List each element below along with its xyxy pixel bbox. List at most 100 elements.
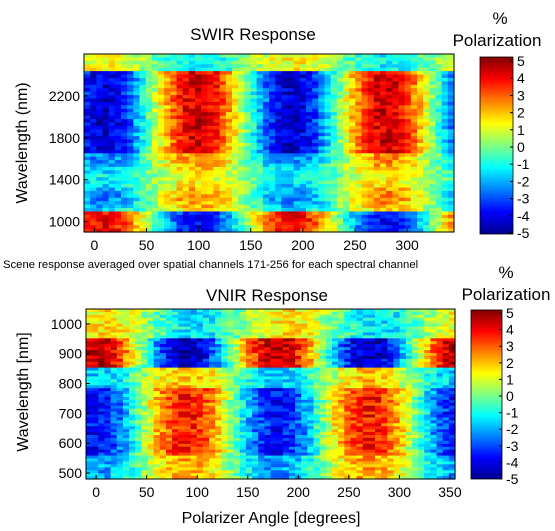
heatmap-cell (133, 119, 141, 124)
heatmap-cell (90, 129, 97, 134)
heatmap-cell (116, 376, 124, 380)
heatmap-cell (215, 394, 222, 398)
heatmap-cell (92, 323, 99, 328)
heatmap-cell (233, 402, 241, 407)
heatmap-cell (86, 402, 93, 407)
heatmap-cell (423, 208, 430, 213)
heatmap-cell (312, 57, 319, 62)
heatmap-cell (121, 146, 128, 151)
heatmap-cell (367, 173, 375, 178)
heatmap-cell (86, 464, 93, 468)
heatmap-cell (215, 350, 222, 354)
heatmap-cell (96, 71, 104, 76)
heatmap-cell (170, 98, 178, 103)
heatmap-cell (151, 60, 159, 65)
heatmap-cell (172, 402, 179, 407)
heatmap-cell (238, 54, 245, 59)
heatmap-cell (116, 309, 124, 313)
heatmap-cell (233, 379, 241, 383)
heatmap-cell (207, 214, 215, 219)
heatmap-cell (429, 146, 437, 151)
heatmap-cell (232, 139, 239, 144)
heatmap-cell (367, 170, 375, 175)
heatmap-cell (129, 320, 136, 325)
heatmap-cell (92, 311, 99, 316)
heatmap-cell (96, 77, 104, 82)
heatmap-cell (213, 177, 221, 182)
heatmap-cell (195, 197, 202, 202)
heatmap-cell (386, 187, 393, 192)
heatmap-cell (373, 108, 381, 113)
heatmap-cell (380, 67, 387, 72)
heatmap-cell (281, 208, 289, 213)
heatmap-cell (129, 323, 136, 328)
heatmap-cell (227, 317, 235, 322)
heatmap-cell (256, 95, 264, 100)
heatmap-cell (429, 139, 437, 144)
heatmap-cell (336, 74, 344, 79)
heatmap-cell (404, 91, 412, 96)
heatmap-cell (98, 373, 106, 378)
heatmap-cell (116, 449, 124, 454)
heatmap-cell (306, 81, 313, 86)
heatmap-cell (233, 335, 241, 339)
heatmap-cell (221, 461, 229, 465)
heatmap-cell (116, 350, 124, 354)
heatmap-cell (190, 309, 198, 313)
heatmap-cell (435, 71, 443, 76)
heatmap-cell (114, 173, 122, 178)
heatmap-cell (158, 214, 165, 219)
heatmap-cell (355, 204, 363, 209)
heatmap-cell (324, 119, 332, 124)
heatmap-cell (447, 77, 455, 82)
heatmap-cell (159, 332, 167, 336)
heatmap-cell (293, 112, 301, 117)
heatmap-cell (170, 125, 178, 130)
heatmap-cell (139, 177, 147, 182)
heatmap-cell (349, 60, 356, 65)
heatmap-cell (96, 163, 104, 168)
heatmap-cell (256, 129, 264, 134)
heatmap-cell (121, 108, 128, 113)
heatmap-cell (153, 352, 161, 357)
heatmap-cell (361, 153, 369, 158)
heatmap-cell (159, 373, 167, 378)
heatmap-cell (435, 84, 443, 89)
heatmap-cell (392, 136, 400, 141)
heatmap-cell (129, 350, 136, 354)
heatmap-cell (116, 470, 124, 474)
heatmap-cell (245, 402, 253, 407)
heatmap-cell (195, 153, 202, 158)
heatmap-cell (343, 77, 350, 82)
heatmap-cell (207, 112, 215, 117)
heatmap-cell (299, 197, 307, 202)
heatmap-cell (184, 332, 192, 336)
heatmap-cell (86, 335, 93, 339)
heatmap-cell (312, 194, 319, 199)
heatmap-cell (312, 101, 319, 106)
heatmap-cell (202, 455, 210, 460)
heatmap-cell (373, 74, 381, 79)
heatmap-cell (98, 437, 106, 442)
heatmap-cell (219, 160, 227, 165)
heatmap-cell (158, 177, 165, 182)
heatmap-cell (367, 194, 375, 199)
heatmap-cell (361, 146, 369, 151)
heatmap-cell (361, 129, 369, 134)
heatmap-cell (96, 84, 104, 89)
heatmap-cell (380, 98, 387, 103)
heatmap-cell (213, 201, 221, 206)
heatmap-cell (202, 394, 210, 398)
heatmap-cell (293, 125, 301, 130)
heatmap-cell (129, 347, 136, 351)
x-tick-label: 250 (343, 237, 367, 253)
heatmap-cell (195, 71, 202, 76)
heatmap-cell (139, 64, 147, 69)
heatmap-cell (190, 429, 198, 433)
heatmap-cell (349, 225, 356, 230)
heatmap-cell (355, 160, 363, 165)
heatmap-cell (324, 88, 332, 93)
heatmap-cell (151, 211, 159, 216)
heatmap-cell (219, 187, 227, 192)
heatmap-cell (86, 309, 93, 313)
